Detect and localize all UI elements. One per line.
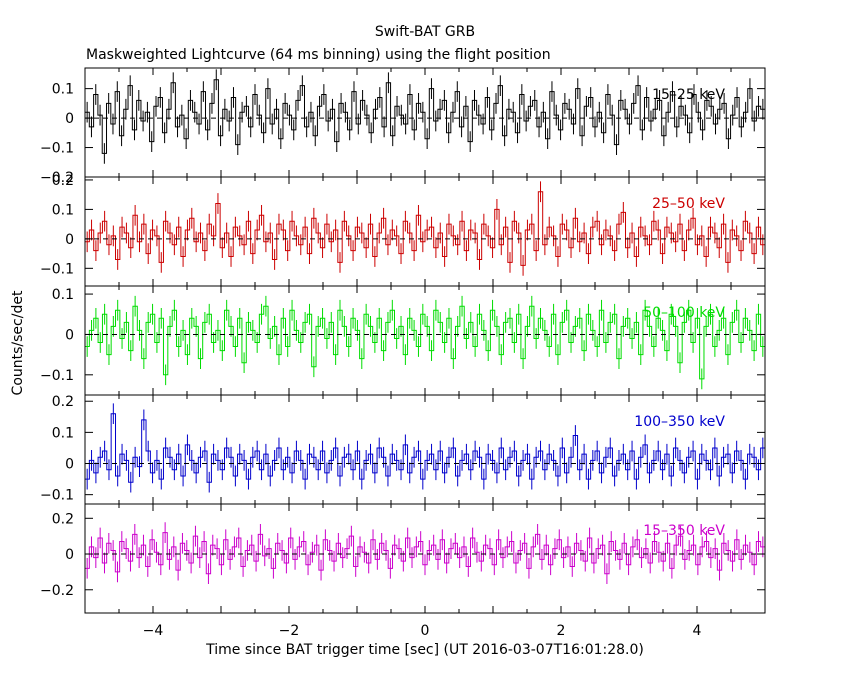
y-tick-label-panel-3: 0.1 (52, 287, 74, 303)
lightcurve-step-panel-1 (85, 79, 765, 154)
lightcurve-step-panel-5 (85, 532, 765, 575)
x-tick-label: −2 (279, 623, 300, 639)
y-tick-label-panel-1: −0.2 (40, 170, 74, 186)
lightcurve-step-panel-2 (85, 191, 765, 266)
y-tick-label-panel-5: 0 (65, 547, 74, 563)
y-tick-label-panel-2: 0 (65, 232, 74, 248)
band-label-panel-5: 15–350 keV (643, 523, 725, 539)
y-tick-label-panel-4: 0.2 (52, 394, 74, 410)
lightcurve-step-panel-4 (85, 413, 765, 483)
y-tick-label-panel-2: 0.2 (52, 173, 74, 189)
x-axis-label: Time since BAT trigger time [sec] (UT 20… (205, 642, 644, 658)
x-tick-label: 4 (693, 623, 702, 639)
y-tick-label-panel-5: −0.2 (40, 583, 74, 599)
x-tick-label: −4 (143, 623, 164, 639)
y-tick-label-panel-4: −0.1 (40, 488, 74, 504)
band-label-panel-1: 15–25 keV (652, 87, 725, 103)
y-tick-label-panel-4: 0.1 (52, 425, 74, 441)
chart-title: Swift-BAT GRB (375, 24, 475, 40)
x-tick-label: 0 (421, 623, 430, 639)
lightcurve-step-panel-3 (85, 305, 765, 380)
y-tick-label-panel-1: 0.1 (52, 82, 74, 98)
y-tick-label-panel-1: −0.1 (40, 141, 74, 157)
band-label-panel-2: 25–50 keV (652, 196, 725, 212)
panels-group: 0.1 0 −0.1 −0.2 15–25 keV 0.2 0.1 0 −0.1 25–50 ke… (40, 67, 766, 639)
band-label-panel-4: 100–350 keV (634, 414, 725, 430)
y-tick-label-panel-2: 0.1 (52, 202, 74, 218)
band-label-panel-3: 50–100 keV (643, 305, 725, 321)
y-tick-label-panel-3: −0.1 (40, 368, 74, 384)
chart-subtitle: Maskweighted Lightcurve (64 ms binning) … (86, 47, 551, 63)
y-axis-label: Counts/sec/det (10, 290, 26, 395)
y-tick-label-panel-2: −0.1 (40, 261, 74, 277)
y-tick-label-panel-3: 0 (65, 327, 74, 343)
y-tick-label-panel-5: 0.2 (52, 511, 74, 527)
y-tick-label-panel-1: 0 (65, 111, 74, 127)
x-tick-label: 2 (557, 623, 566, 639)
y-tick-label-panel-4: 0 (65, 457, 74, 473)
